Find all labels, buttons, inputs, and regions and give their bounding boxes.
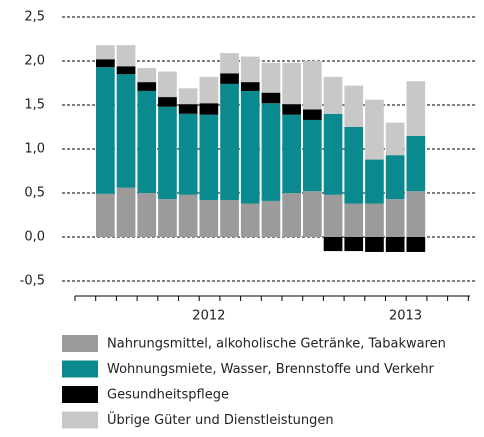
bar-segment xyxy=(96,59,115,68)
legend-label: Übrige Güter und Dienstleistungen xyxy=(107,411,334,428)
bar-segment xyxy=(344,237,364,252)
bar-segment xyxy=(344,203,364,237)
bar-segment xyxy=(116,66,136,75)
bar-segment xyxy=(199,200,219,237)
bar-segment xyxy=(323,76,343,114)
legend-swatch xyxy=(62,411,98,429)
bar-segment xyxy=(96,193,115,237)
bar-segment xyxy=(116,74,136,188)
bar-segment xyxy=(323,237,343,252)
bar-segment xyxy=(116,187,136,237)
legend-label: Nahrungsmittel, alkoholische Getränke, T… xyxy=(107,337,446,352)
bar-segment xyxy=(220,53,239,74)
bar-segment xyxy=(323,113,343,195)
bar-segment xyxy=(344,85,364,127)
bar-segment xyxy=(344,127,364,204)
y-tick-label: 1,0 xyxy=(24,142,45,157)
bar-segment xyxy=(220,83,239,201)
legend-label: Gesundheitspflege xyxy=(107,388,229,403)
bar-segment xyxy=(137,90,157,193)
bar-segment xyxy=(178,113,198,195)
legend-swatch xyxy=(62,335,98,352)
bar-segment xyxy=(220,200,239,237)
bar-segment xyxy=(240,203,260,237)
bar-segment xyxy=(303,119,322,192)
bar-segment xyxy=(199,114,219,201)
bar-segment xyxy=(406,81,426,136)
y-tick-label: 0,0 xyxy=(24,230,45,245)
y-tick-label: 2,0 xyxy=(24,54,45,69)
x-group-label: 2013 xyxy=(389,309,422,324)
y-tick-label: 2,5 xyxy=(24,10,45,25)
bar-segment xyxy=(365,99,384,160)
bar-segment xyxy=(365,159,384,204)
bar-segment xyxy=(199,103,219,115)
bar-segment xyxy=(406,237,426,252)
bar-segment xyxy=(261,92,281,104)
bar-segment xyxy=(365,203,384,237)
bar-segment xyxy=(282,114,301,193)
bar-segment xyxy=(365,237,384,252)
bar-segment xyxy=(178,88,198,105)
bar-segment xyxy=(158,97,177,107)
bar-segment xyxy=(137,68,157,83)
bar-segment xyxy=(406,191,426,237)
bar-segment xyxy=(96,67,115,194)
y-tick-label: -0,5 xyxy=(20,274,45,289)
bar-segment xyxy=(303,109,322,120)
bar-segment xyxy=(137,82,157,91)
bar-segment xyxy=(282,104,301,115)
bar-segment xyxy=(385,199,405,237)
bar-segment xyxy=(282,62,301,105)
bar-segment xyxy=(240,90,260,204)
bar-segment xyxy=(261,103,281,201)
bar-segment xyxy=(199,76,219,104)
bar-segment xyxy=(158,106,177,200)
bar-segment xyxy=(385,237,405,252)
bar-segment xyxy=(178,194,198,237)
bar-segment xyxy=(178,104,198,114)
bar-segment xyxy=(406,135,426,192)
bar-segment xyxy=(116,45,136,67)
bar-segment xyxy=(240,82,260,91)
bar-segment xyxy=(385,122,405,156)
bar-segment xyxy=(220,73,239,84)
bar-segment xyxy=(303,61,322,110)
bar-segment xyxy=(385,155,405,200)
bar-segment xyxy=(158,199,177,237)
legend-swatch xyxy=(62,360,98,378)
bar-segment xyxy=(158,71,177,98)
bar-segment xyxy=(303,191,322,237)
bar-segment xyxy=(96,45,115,60)
bar-segment xyxy=(261,200,281,237)
bar-segment xyxy=(282,193,301,237)
y-tick-label: 0,5 xyxy=(24,186,45,201)
y-tick-label: 1,5 xyxy=(24,98,45,113)
bar-segment xyxy=(240,56,260,83)
legend-swatch xyxy=(62,386,98,403)
x-group-label: 2012 xyxy=(192,309,225,324)
legend-label: Wohnungsmiete, Wasser, Brennstoffe und V… xyxy=(107,362,435,377)
bar-segment xyxy=(137,193,157,237)
bar-segment xyxy=(323,194,343,237)
bar-segment xyxy=(261,62,281,93)
